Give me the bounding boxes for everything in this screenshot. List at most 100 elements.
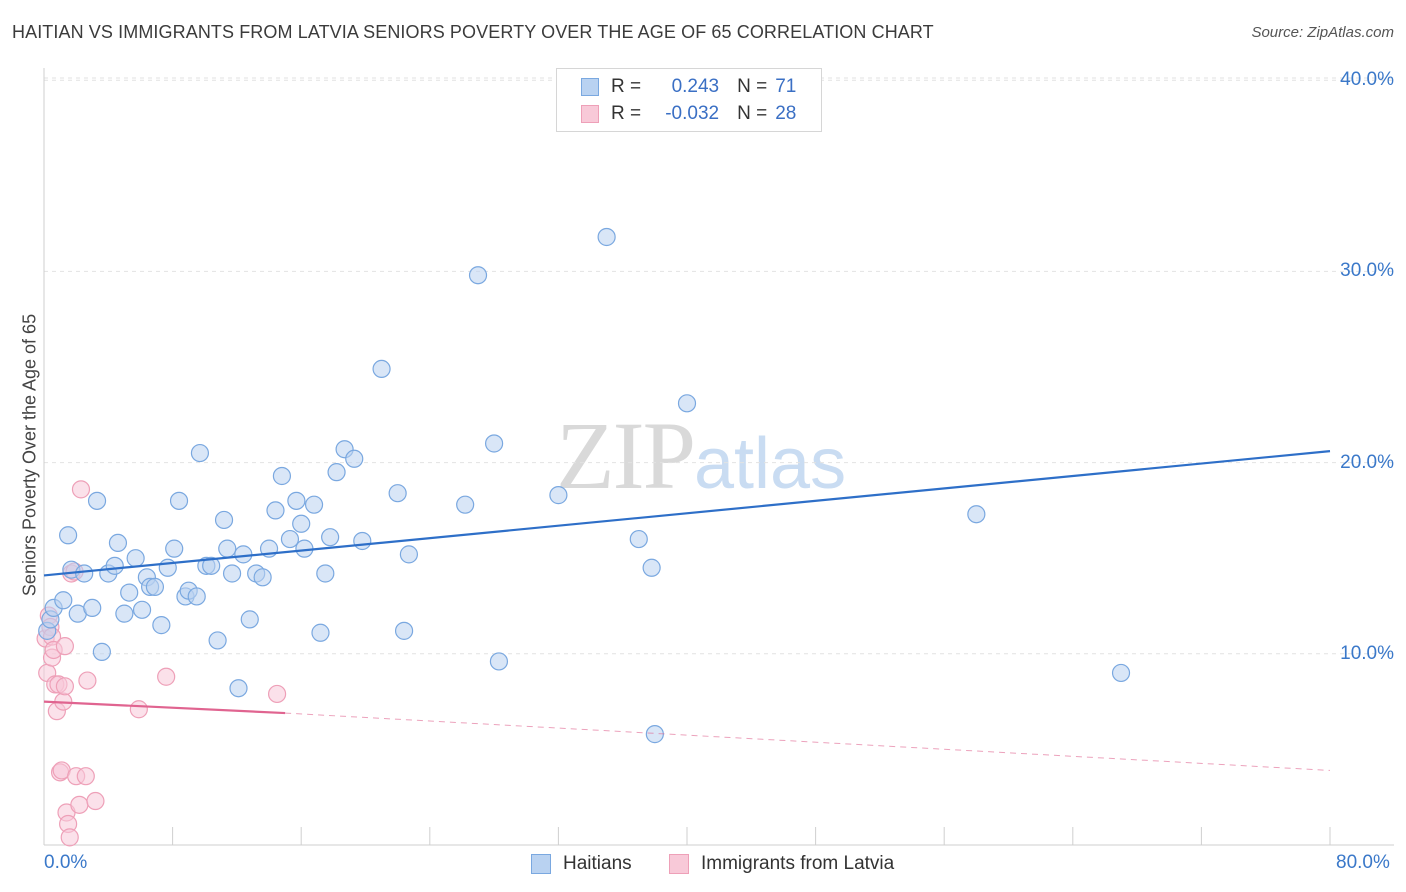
haitian-point: [108, 533, 128, 553]
legend-row-haitians: R = 0.243 N = 71: [581, 75, 796, 99]
haitian-point: [967, 505, 986, 524]
haitian-point: [218, 539, 237, 558]
haitian-point: [169, 491, 189, 510]
haitian-point: [597, 227, 616, 247]
haitian-point: [222, 564, 242, 583]
legend-r-label: R =: [611, 103, 642, 124]
haitian-point: [187, 587, 206, 606]
source-label: Source: ZipAtlas.com: [1251, 24, 1394, 41]
chart-title: HAITIAN VS IMMIGRANTS FROM LATVIA SENIOR…: [12, 22, 934, 42]
legend-n-label: N =: [737, 103, 768, 124]
haitian-point: [311, 623, 330, 642]
haitian-point: [202, 556, 221, 575]
haitian-point: [152, 616, 171, 635]
legend-row-latvia: R = -0.032 N = 28: [581, 102, 796, 126]
bottom-legend-latvia: Immigrants from Latvia: [669, 851, 894, 877]
haitian-point: [677, 394, 697, 413]
haitian-points: [38, 227, 1131, 744]
haitian-point: [120, 583, 139, 602]
latvia-point: [55, 637, 74, 656]
haitian-point: [272, 466, 292, 486]
haitian-point: [132, 600, 152, 619]
haitian-point: [208, 631, 227, 650]
haitian-point: [345, 449, 364, 468]
latvia-point: [60, 828, 79, 847]
haitian-point: [489, 652, 509, 671]
latvia-point: [157, 667, 176, 686]
haitian-point: [253, 568, 272, 587]
grid-lines: [44, 77, 1394, 655]
legend-n-value: 28: [775, 103, 797, 124]
bottom-legend-label: Haitians: [563, 853, 632, 874]
latvia-point: [76, 767, 95, 786]
haitian-point: [165, 539, 184, 558]
haitian-point: [75, 564, 94, 583]
y-axis-label: Seniors Poverty Over the Age of 65: [19, 313, 40, 597]
haitian-point: [321, 528, 340, 547]
haitian-point: [126, 549, 145, 568]
x-tick-max: 80.0%: [1336, 852, 1390, 873]
haitian-point: [388, 484, 407, 503]
haitian-point: [266, 501, 285, 520]
legend-r-value: 0.243: [671, 76, 720, 97]
legend-swatch-pink: [581, 105, 599, 123]
legend-r-value: -0.032: [665, 103, 720, 124]
haitian-point: [92, 642, 111, 661]
haitian-point: [54, 591, 73, 610]
latvia-point: [129, 700, 148, 719]
haitian-point: [190, 443, 210, 463]
haitian-point: [87, 491, 107, 510]
haitian-point: [456, 495, 475, 514]
haitian-point: [83, 598, 102, 618]
haitian-point: [399, 545, 419, 564]
haitian-point: [1111, 663, 1131, 683]
haitian-point: [549, 486, 568, 505]
haitian-point: [629, 529, 648, 549]
haitian-point: [353, 531, 372, 551]
haitian-point: [485, 434, 504, 453]
y-tick-label: 30.0%: [1340, 260, 1394, 282]
trend-lines: [43, 450, 1331, 771]
bottom-swatch-pink: [669, 854, 689, 874]
haitian-point: [234, 545, 253, 564]
y-tick-label: 20.0%: [1340, 451, 1394, 473]
y-tick-label: 40.0%: [1340, 69, 1394, 91]
bottom-legend-haitians: Haitians: [531, 851, 632, 877]
haitian-point: [214, 510, 234, 530]
legend-n-label: N =: [737, 76, 768, 97]
legend-swatch-blue: [581, 78, 599, 96]
latvia-point: [55, 677, 74, 696]
haitian-point: [105, 556, 124, 575]
haitian-point: [292, 514, 311, 533]
haitian-point: [394, 621, 414, 640]
haitian-point: [642, 558, 661, 577]
axes: [43, 68, 1394, 846]
correlation-legend: R = 0.243 N = 71 R = -0.032 N = 28: [556, 68, 822, 132]
bottom-swatch-blue: [531, 854, 551, 874]
latvia-point: [71, 480, 91, 499]
haitian-point: [280, 529, 300, 549]
haitian-trend-line: [43, 450, 1331, 577]
haitian-point: [287, 491, 306, 510]
haitian-point: [316, 564, 335, 583]
haitian-point: [229, 679, 248, 698]
bottom-legend-label: Immigrants from Latvia: [701, 853, 895, 874]
haitian-point: [304, 495, 324, 514]
latvia-point: [78, 671, 97, 690]
haitian-point: [327, 463, 346, 482]
haitian-point: [59, 526, 78, 545]
legend-n-value: 71: [775, 76, 797, 97]
haitian-point: [372, 359, 391, 379]
haitian-point: [115, 604, 134, 623]
x-tick-min: 0.0%: [44, 852, 88, 873]
latvia-point: [86, 791, 105, 811]
latvia-point: [70, 795, 89, 814]
latvia-trend-line: [43, 700, 286, 715]
legend-r-label: R =: [611, 76, 642, 97]
latvia-point: [267, 684, 287, 704]
haitian-point: [468, 266, 488, 285]
haitian-point: [145, 577, 165, 596]
latvia-trend-extension: [285, 712, 1331, 771]
haitian-point: [240, 610, 259, 629]
